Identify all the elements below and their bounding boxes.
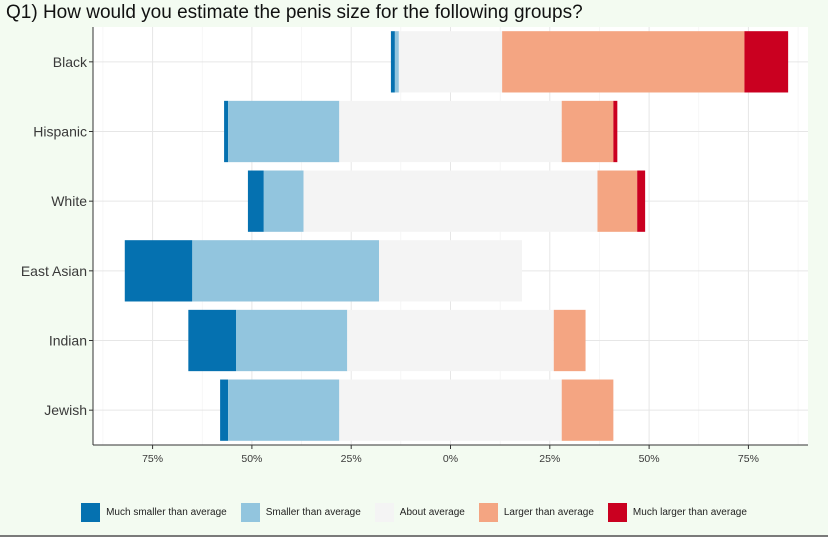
bar-jewish-larger-than-average — [561, 379, 614, 441]
bar-black-much-smaller-than-average — [390, 31, 395, 93]
legend-swatch — [240, 503, 260, 522]
bar-jewish-much-smaller-than-average — [220, 379, 229, 441]
legend-item: Smaller than average — [240, 503, 361, 522]
legend-swatch — [374, 503, 394, 522]
legend-label: Larger than average — [503, 507, 594, 518]
x-tick-label: 50% — [241, 453, 262, 465]
bottom-divider — [0, 535, 828, 537]
bar-black-larger-than-average — [502, 31, 745, 93]
bar-black-smaller-than-average — [394, 31, 399, 93]
bar-hispanic-smaller-than-average — [228, 100, 340, 163]
legend-swatch — [81, 503, 101, 522]
category-label: East Asian — [21, 263, 87, 279]
legend-swatch — [607, 503, 627, 522]
bar-hispanic-larger-than-average — [561, 100, 614, 163]
category-label: Indian — [49, 333, 87, 349]
x-tick-label: 25% — [341, 453, 362, 465]
bar-jewish-smaller-than-average — [228, 379, 340, 441]
x-tick-label: 75% — [142, 453, 163, 465]
axes: Black Hispanic White East Asian Indian Jewish… — [21, 27, 808, 465]
bar-black-about-average — [398, 31, 503, 93]
bar-white-much-larger-than-average — [637, 170, 646, 232]
bar-white-much-smaller-than-average — [247, 170, 264, 232]
legend-label: Much smaller than average — [106, 507, 227, 518]
bar-indian-about-average — [347, 309, 554, 372]
bars — [124, 31, 789, 441]
bar-indian-smaller-than-average — [236, 309, 348, 372]
bar-white-smaller-than-average — [263, 170, 304, 232]
bar-white-about-average — [303, 170, 598, 232]
bar-east-asian-smaller-than-average — [192, 240, 379, 302]
legend-item: Much smaller than average — [81, 503, 227, 522]
legend-item: Much larger than average — [607, 503, 747, 522]
bar-east-asian-about-average — [379, 240, 522, 302]
category-label: White — [51, 193, 87, 209]
legend: Much smaller than average Smaller than av… — [0, 503, 828, 522]
bar-hispanic-much-larger-than-average — [613, 100, 618, 163]
legend-item: About average — [374, 503, 465, 522]
category-label: Jewish — [44, 402, 87, 418]
bar-east-asian-much-smaller-than-average — [124, 240, 193, 302]
x-tick-label: 0% — [443, 453, 458, 465]
category-label: Hispanic — [33, 124, 87, 140]
x-tick-label: 75% — [738, 453, 759, 465]
bar-hispanic-about-average — [339, 100, 562, 163]
legend-label: Smaller than average — [265, 507, 361, 518]
bar-hispanic-much-smaller-than-average — [224, 100, 229, 163]
bar-indian-larger-than-average — [553, 309, 586, 372]
bar-indian-much-smaller-than-average — [188, 309, 236, 372]
legend-item: Larger than average — [478, 503, 594, 522]
bar-jewish-about-average — [339, 379, 562, 441]
legend-label: About average — [399, 507, 465, 518]
x-tick-label: 25% — [539, 453, 560, 465]
x-tick-label: 50% — [639, 453, 660, 465]
bar-white-larger-than-average — [597, 170, 638, 232]
category-label: Black — [53, 54, 88, 70]
bar-black-much-larger-than-average — [744, 31, 789, 93]
legend-label: Much larger than average — [632, 507, 747, 518]
legend-swatch — [478, 503, 498, 522]
chart-title: Q1) How would you estimate the penis siz… — [6, 2, 583, 23]
